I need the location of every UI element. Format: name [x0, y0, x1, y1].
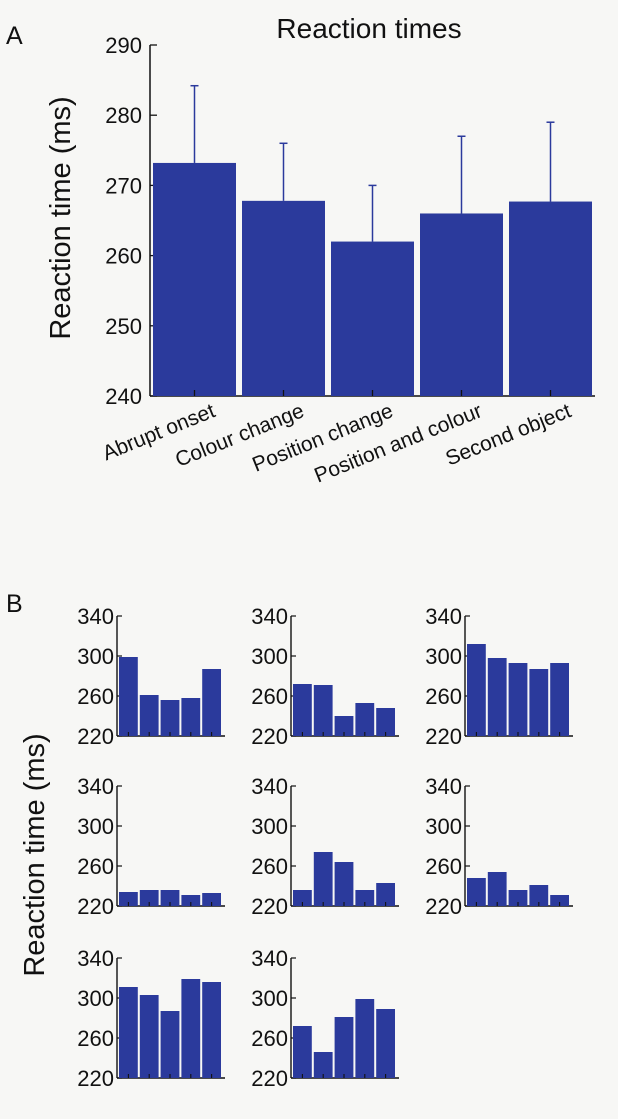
panel-b-ytick-label: 300: [251, 986, 288, 1011]
panel-b-ytick-label: 300: [77, 986, 114, 1011]
panel-a-ytick-label: 290: [105, 33, 142, 58]
panel-b-ytick-label: 260: [251, 1026, 288, 1051]
panel-b-bar: [313, 852, 333, 906]
panel-b-bar: [160, 700, 180, 736]
panel-b-ytick-label: 340: [251, 774, 288, 799]
panel-b-ytick-label: 220: [77, 724, 114, 749]
panel-b-bar: [181, 895, 201, 906]
panel-b-bar: [181, 698, 201, 736]
panel-b-ytick-label: 340: [77, 774, 114, 799]
panel-b-ytick-label: 220: [251, 894, 288, 919]
panel-b-subplot: 220 260 300 340: [77, 604, 225, 749]
panel-b-ytick-label: 340: [251, 946, 288, 971]
panel-b-ytick-label: 340: [77, 946, 114, 971]
panel-b-ytick-label: 340: [251, 604, 288, 629]
panel-b-ylabel: Reaction time (ms): [19, 733, 51, 976]
panel-a-bar: [153, 162, 236, 396]
panel-b-subplot: 220 260 300 340: [251, 604, 399, 749]
panel-b-bar: [160, 1011, 180, 1078]
panel-b-ytick-label: 220: [251, 724, 288, 749]
panel-b-ytick-label: 340: [425, 604, 462, 629]
panel-b-subplot: 220 260 300 340: [251, 946, 399, 1091]
panel-b-ytick-label: 260: [77, 1026, 114, 1051]
panel-b-bar: [139, 995, 159, 1078]
panel-b-bar: [139, 695, 159, 736]
panel-a-ytick-label: 250: [105, 314, 142, 339]
panel-b-ytick-label: 260: [77, 854, 114, 879]
panel-b-bar: [467, 878, 486, 906]
panel-b-bar: [355, 703, 375, 736]
panel-a-ylabel: Reaction time (ms): [45, 96, 77, 339]
panel-b-bar: [355, 999, 375, 1078]
panel-b-bar: [487, 658, 507, 736]
panel-b-bar: [293, 1026, 312, 1078]
panel-b-bar: [293, 684, 312, 736]
panel-b-ytick-label: 260: [251, 684, 288, 709]
panel-b-bar: [550, 895, 569, 906]
panel-b-bar: [160, 890, 180, 906]
panel-a-letter: A: [6, 22, 23, 50]
panel-b-bar: [508, 663, 528, 736]
panel-b-bar: [376, 1009, 395, 1078]
panel-b-subplot: 220 260 300 340: [425, 604, 573, 749]
panel-b-bar: [376, 708, 395, 736]
panel-b-plots: 2202603003402202603003402202603003402202…: [77, 604, 573, 1091]
panel-b-subplot: 220 260 300 340: [425, 774, 573, 919]
panel-b-subplot: 220 260 300 340: [77, 774, 225, 919]
panel-b-ytick-label: 300: [425, 814, 462, 839]
panel-a-bar: [331, 241, 414, 396]
panel-b-subplot: 220 260 300 340: [251, 774, 399, 919]
panel-a-bar: [509, 201, 592, 396]
panel-b-ytick-label: 300: [77, 644, 114, 669]
panel-b-bar: [529, 669, 549, 736]
panel-b-bar: [313, 685, 333, 736]
panel-b-ytick-label: 260: [425, 854, 462, 879]
panel-b-bar: [181, 979, 201, 1078]
panel-b-bar: [487, 872, 507, 906]
panel-b-ytick-label: 300: [251, 644, 288, 669]
panel-b-bar: [334, 716, 354, 736]
panel-b-bar: [355, 890, 375, 906]
panel-b-ytick-label: 220: [425, 894, 462, 919]
panel-b-letter: B: [6, 590, 23, 618]
panel-a-ytick-label: 270: [105, 173, 142, 198]
panel-b-bar: [529, 885, 549, 906]
panel-b-ytick-label: 300: [251, 814, 288, 839]
panel-b-bar: [376, 883, 395, 906]
panel-a-bar: [420, 213, 503, 396]
panel-b-ytick-label: 220: [77, 1066, 114, 1091]
panel-b-bar: [313, 1052, 333, 1078]
panel-b-subplot: 220 260 300 340: [77, 946, 225, 1091]
panel-a-ytick-label: 280: [105, 103, 142, 128]
panel-b-ytick-label: 340: [77, 604, 114, 629]
panel-b-bar: [119, 892, 138, 906]
panel-b-bar: [202, 669, 221, 736]
panel-b-ytick-label: 260: [425, 684, 462, 709]
panel-b-bar: [139, 890, 159, 906]
panel-b-bar: [508, 890, 528, 906]
panel-b-ytick-label: 220: [251, 1066, 288, 1091]
panel-b-bar: [550, 663, 569, 736]
panel-b-bar: [293, 890, 312, 906]
panel-b-ytick-label: 260: [77, 684, 114, 709]
panel-a-ytick-label: 260: [105, 244, 142, 269]
panel-a-ytick-label: 240: [105, 384, 142, 409]
panel-b-ytick-label: 300: [425, 644, 462, 669]
panel-b-ytick-label: 300: [77, 814, 114, 839]
panel-b-bar: [202, 893, 221, 906]
panel-a-bar: [242, 200, 325, 396]
panel-b-ytick-label: 220: [77, 894, 114, 919]
panel-b-bar: [467, 644, 486, 736]
panel-b-ytick-label: 220: [425, 724, 462, 749]
panel-b-ytick-label: 260: [251, 854, 288, 879]
panel-b-bar: [334, 862, 354, 906]
panel-b-bar: [202, 982, 221, 1078]
panel-b-bar: [119, 987, 138, 1078]
panel-b-bar: [119, 657, 138, 736]
panel-a-title: Reaction times: [276, 13, 461, 44]
panel-b-ytick-label: 340: [425, 774, 462, 799]
panel-b-bar: [334, 1017, 354, 1078]
